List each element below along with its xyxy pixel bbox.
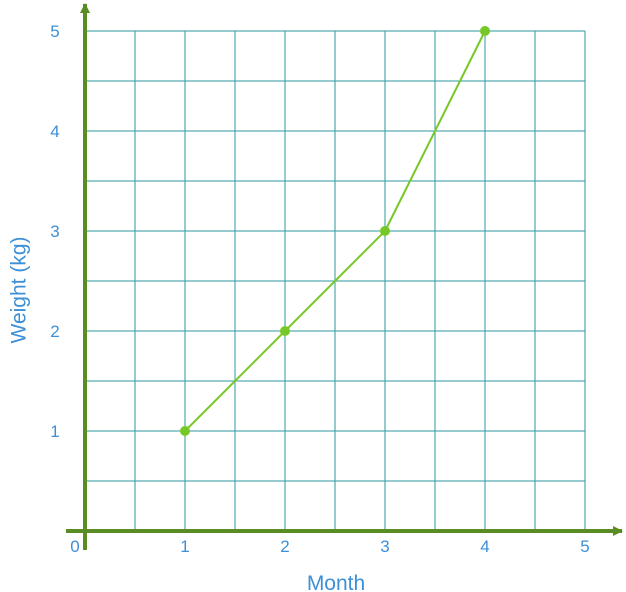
x-axis-title: Month xyxy=(307,572,365,592)
y-tick-label: 5 xyxy=(50,22,59,41)
series-line xyxy=(184,30,486,432)
tick-labels: 0 1 2 3 4 5 1 2 3 4 5 xyxy=(50,22,589,556)
x-tick-label: 2 xyxy=(280,537,289,556)
data-series xyxy=(180,26,490,436)
x-tick-label: 0 xyxy=(70,537,79,556)
data-point xyxy=(380,226,390,236)
y-tick-label: 2 xyxy=(50,322,59,341)
x-tick-label: 3 xyxy=(380,537,389,556)
y-tick-label: 3 xyxy=(50,222,59,241)
data-point xyxy=(180,426,190,436)
x-tick-label: 5 xyxy=(580,537,589,556)
axes xyxy=(66,3,623,550)
x-tick-label: 1 xyxy=(180,537,189,556)
y-axis-title: Weight (kg) xyxy=(8,237,31,344)
data-point xyxy=(280,326,290,336)
y-tick-label: 1 xyxy=(50,422,59,441)
grid xyxy=(85,30,586,531)
x-tick-label: 4 xyxy=(480,537,489,556)
y-tick-label: 4 xyxy=(50,122,59,141)
data-point xyxy=(480,26,490,36)
